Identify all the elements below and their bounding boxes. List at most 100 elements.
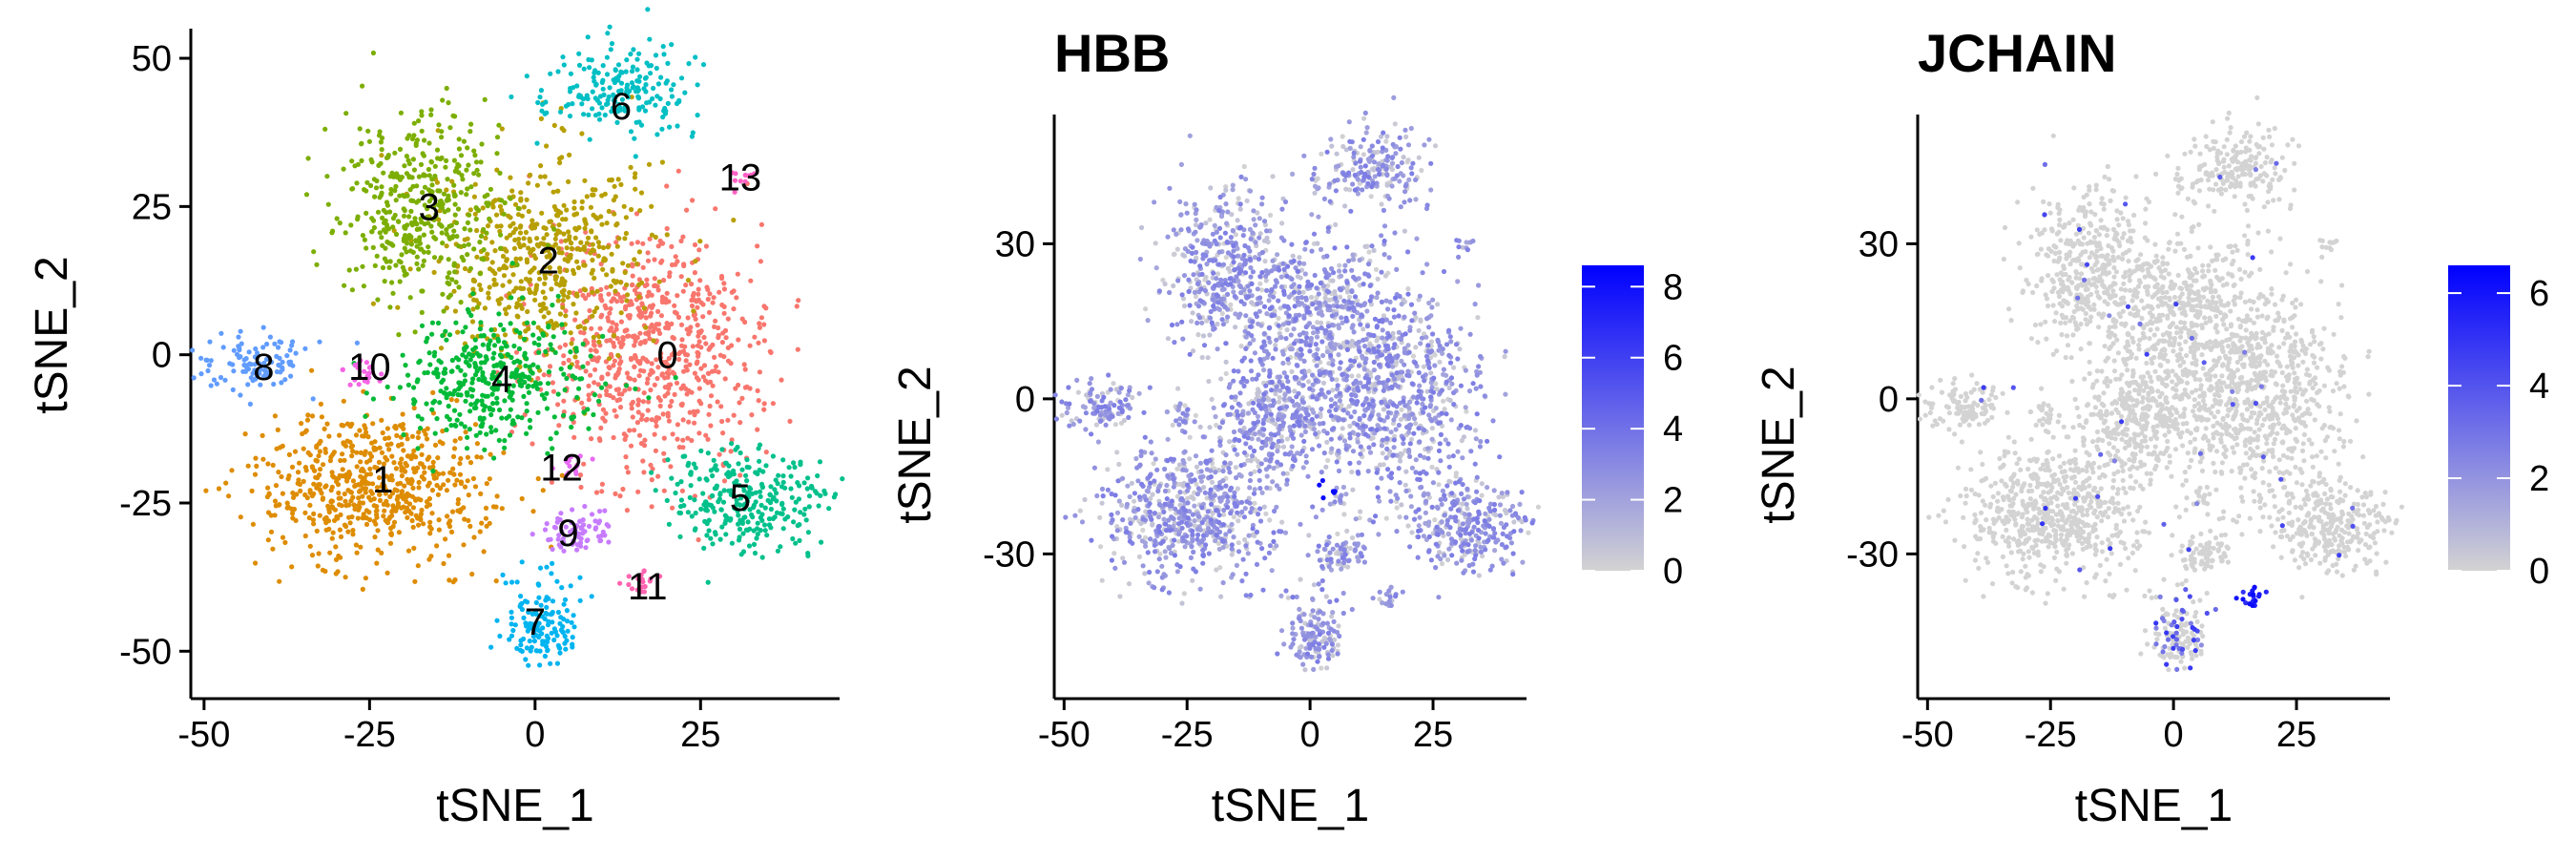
cell-point <box>761 322 767 327</box>
cell-point <box>665 457 671 463</box>
cell-point <box>628 52 634 57</box>
cell-point <box>1380 450 1385 456</box>
x-axis-label: tSNE_1 <box>436 781 593 831</box>
cell-point <box>701 334 707 341</box>
cell-point <box>678 402 684 408</box>
cell-point <box>558 615 564 620</box>
cell-point <box>526 180 531 186</box>
cell-point <box>347 520 353 526</box>
cell-point <box>758 259 764 264</box>
cell-point <box>559 155 565 160</box>
cell-point <box>333 556 340 563</box>
cell-point <box>583 545 589 551</box>
cell-point <box>395 481 401 487</box>
cell-point <box>640 241 646 246</box>
cell-point <box>477 326 483 332</box>
cell-point <box>1203 274 1209 281</box>
cell-point <box>1381 407 1387 412</box>
cell-point <box>508 407 513 412</box>
cell-point <box>567 152 572 157</box>
cell-point <box>590 247 595 253</box>
cell-point <box>451 182 457 188</box>
cell-point <box>401 448 406 453</box>
cell-point <box>831 494 838 500</box>
cluster-label: 12 <box>540 448 583 490</box>
cell-point <box>590 241 595 247</box>
cell-point <box>1150 522 1155 528</box>
cell-point <box>1093 422 1099 428</box>
cell-point <box>467 523 473 530</box>
cell-point <box>666 418 673 424</box>
cell-point <box>353 266 359 272</box>
cell-point <box>1153 265 1159 271</box>
cell-point <box>434 416 440 422</box>
cell-point <box>651 338 656 344</box>
cell-point <box>447 125 453 131</box>
cell-point <box>588 372 593 378</box>
cell-point <box>1377 498 1382 504</box>
y-axis-label: tSNE_2 <box>27 256 77 413</box>
cell-point <box>474 304 480 310</box>
cell-point <box>725 316 731 322</box>
cell-point <box>474 167 480 173</box>
cell-point <box>478 159 484 165</box>
cell-point <box>306 514 312 521</box>
cell-point <box>650 95 655 102</box>
cell-point <box>649 504 654 510</box>
cell-point <box>1383 455 1389 461</box>
cell-point <box>700 314 706 320</box>
cell-point <box>472 337 478 343</box>
cell-point <box>637 208 643 214</box>
cell-point <box>669 475 675 481</box>
cell-point <box>391 519 398 525</box>
cell-point <box>326 509 332 515</box>
cell-point <box>297 460 302 466</box>
cell-point <box>388 531 394 536</box>
cell-point <box>613 326 619 332</box>
cell-point <box>703 341 709 346</box>
cell-point <box>513 349 520 355</box>
cell-point <box>1251 337 1257 343</box>
cell-point <box>388 241 394 247</box>
cell-point <box>1479 492 1485 498</box>
cell-point <box>500 253 507 260</box>
cell-point <box>579 205 585 211</box>
cell-point <box>517 230 524 236</box>
cell-point <box>739 467 745 472</box>
cell-point <box>776 472 781 478</box>
cell-point <box>1429 436 1435 442</box>
cell-point <box>654 322 659 327</box>
cell-point <box>481 415 487 421</box>
cell-point <box>641 470 647 475</box>
cell-point <box>544 564 550 570</box>
cell-point <box>363 413 368 419</box>
cell-point <box>497 407 503 413</box>
cell-point <box>646 161 653 167</box>
cell-point <box>570 101 575 107</box>
cell-point <box>793 540 799 546</box>
cell-point <box>478 233 485 239</box>
x-axis-label: tSNE_1 <box>1212 781 1369 831</box>
cell-point <box>488 644 494 650</box>
cell-point <box>576 62 583 68</box>
cell-point <box>1218 376 1224 382</box>
cell-point <box>623 454 629 460</box>
cell-point <box>471 297 477 303</box>
cell-point <box>470 475 476 482</box>
cell-point <box>558 239 564 244</box>
cell-point <box>753 499 758 505</box>
cell-point <box>447 416 452 422</box>
cell-point <box>1408 504 1414 510</box>
cell-point <box>455 501 461 507</box>
cell-point <box>780 457 786 463</box>
cell-point <box>496 301 502 306</box>
cell-point <box>405 222 410 228</box>
cell-point <box>502 332 509 338</box>
cell-point <box>706 346 712 352</box>
cell-point <box>721 286 728 292</box>
cell-point <box>600 77 606 83</box>
cell-point <box>322 568 328 575</box>
cell-point <box>1129 480 1134 486</box>
cell-point <box>753 470 758 475</box>
cell-point <box>361 512 366 517</box>
